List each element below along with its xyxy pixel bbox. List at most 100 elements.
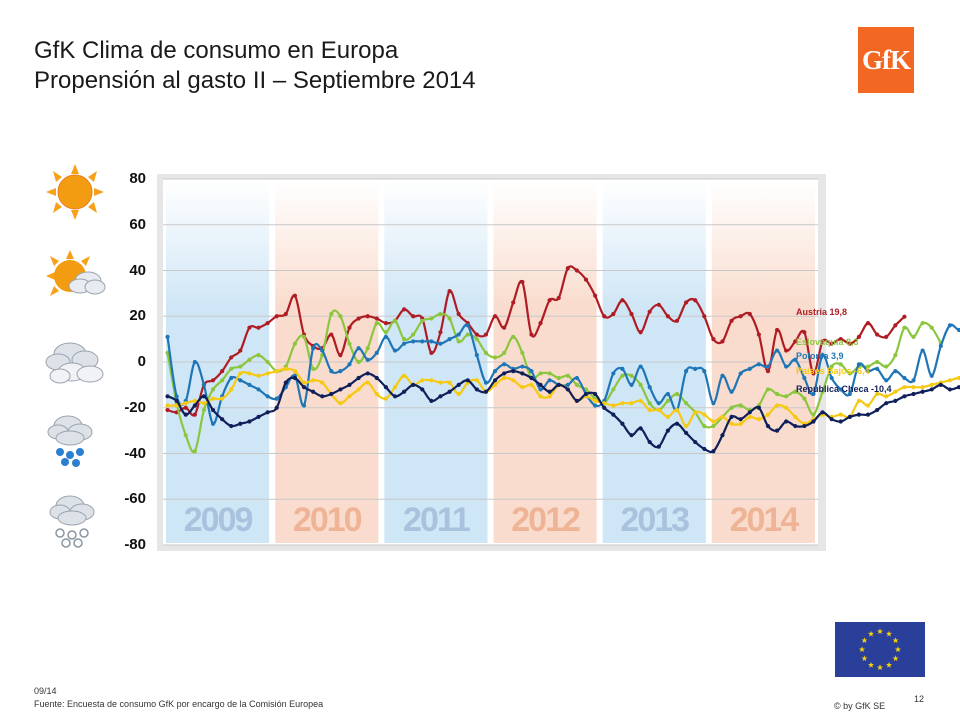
data-point [456, 339, 461, 344]
rain-icon [47, 415, 93, 467]
data-point [301, 385, 307, 390]
data-point [702, 314, 707, 319]
data-point [329, 332, 334, 337]
data-point [656, 401, 661, 406]
data-point [538, 382, 543, 387]
data-point [911, 391, 916, 397]
data-point [547, 389, 552, 394]
data-point [683, 369, 689, 374]
data-point [729, 414, 734, 419]
data-point [683, 401, 689, 406]
data-point [383, 330, 388, 335]
data-point [511, 334, 516, 339]
data-point [502, 350, 507, 355]
data-point [793, 389, 798, 394]
data-point [229, 366, 234, 371]
data-point [338, 401, 343, 406]
data-point [674, 421, 680, 426]
data-point [447, 380, 452, 385]
data-point [665, 414, 670, 419]
data-point [893, 369, 898, 374]
eu-star [861, 655, 868, 662]
data-point [447, 389, 452, 394]
data-point [201, 401, 207, 406]
data-point [492, 378, 498, 383]
data-point [602, 405, 607, 410]
data-point [347, 325, 352, 330]
data-point [411, 314, 416, 319]
data-point [875, 366, 880, 371]
data-point [247, 419, 252, 424]
data-point [356, 316, 361, 321]
data-point [365, 314, 370, 319]
data-point [247, 371, 252, 376]
title-line-2: Propensión al gasto II – Septiembre 2014 [34, 67, 476, 94]
data-point [620, 373, 625, 378]
eu-star [892, 655, 899, 662]
data-point [929, 382, 934, 387]
data-point [165, 394, 170, 399]
data-point [538, 321, 543, 326]
data-point [220, 378, 225, 383]
data-point [620, 366, 625, 371]
data-point [183, 405, 188, 410]
data-point [583, 391, 589, 397]
data-point [547, 298, 552, 303]
data-point [629, 373, 634, 378]
data-point [711, 423, 716, 429]
data-point [884, 334, 889, 339]
data-point [702, 446, 707, 452]
data-point [438, 311, 443, 317]
y-tick-label: -60 [124, 490, 146, 508]
data-point [829, 341, 834, 346]
data-point [429, 350, 434, 355]
data-point [192, 412, 197, 417]
data-point [274, 405, 279, 410]
data-point [738, 403, 743, 408]
data-point [383, 385, 388, 390]
data-point [174, 398, 179, 403]
data-point [884, 394, 889, 399]
data-point [765, 423, 771, 429]
data-point [647, 309, 652, 314]
data-point [611, 371, 616, 376]
data-point [665, 391, 670, 397]
data-point [356, 375, 361, 381]
data-point [356, 359, 361, 365]
data-point [774, 391, 780, 397]
gfk-logo: GfK [858, 27, 914, 93]
data-point [711, 401, 716, 406]
series-label: Países Bajos -6,4 [796, 366, 870, 376]
data-point [210, 387, 216, 392]
y-tick-label: -80 [124, 536, 146, 553]
data-point [875, 407, 880, 413]
data-point [301, 380, 307, 385]
data-point [784, 364, 789, 369]
data-point [256, 353, 261, 358]
data-point [629, 401, 634, 406]
data-point [647, 385, 652, 390]
data-point [438, 380, 443, 385]
data-point [674, 318, 680, 323]
data-point [292, 341, 298, 346]
data-point [829, 417, 834, 422]
data-point [720, 373, 725, 378]
data-point [765, 364, 771, 369]
data-point [893, 353, 898, 358]
data-point [292, 293, 298, 298]
data-point [947, 387, 953, 392]
data-point [811, 412, 816, 417]
data-point [774, 327, 780, 333]
data-point [638, 382, 643, 387]
data-point [201, 394, 207, 399]
data-point [793, 423, 798, 429]
data-point [210, 396, 216, 401]
data-point [756, 417, 761, 422]
data-point [547, 394, 552, 399]
data-point [474, 353, 479, 358]
data-point [429, 339, 434, 344]
data-point [165, 334, 170, 339]
data-point [538, 371, 543, 376]
data-point [911, 385, 916, 390]
data-point [602, 401, 607, 406]
